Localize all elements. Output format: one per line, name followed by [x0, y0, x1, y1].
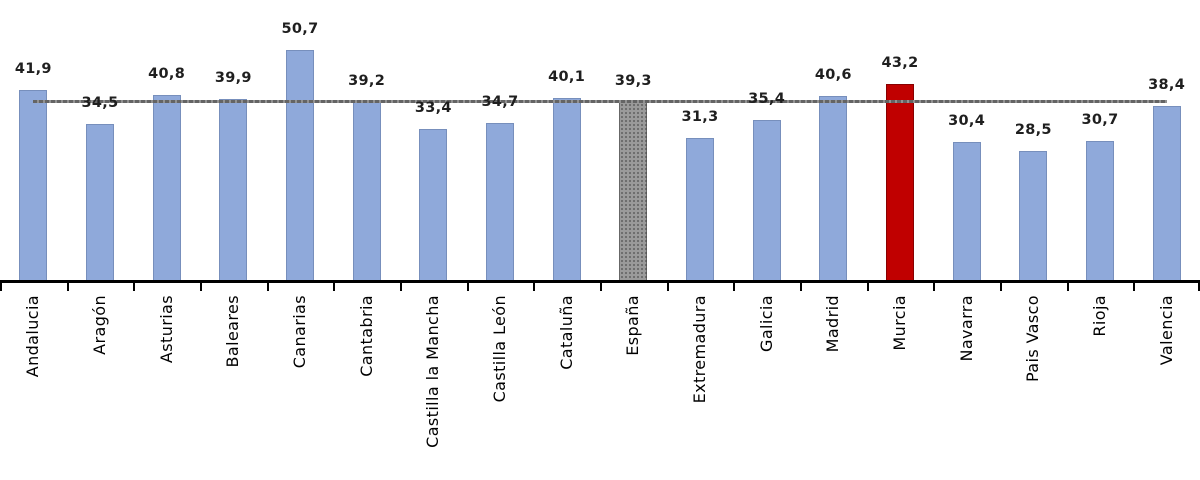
x-axis-tick [1000, 280, 1002, 291]
x-axis-tick [800, 280, 802, 291]
category-label-castilla-la-mancha: Castilla la Mancha [423, 295, 443, 448]
bar-castilla-la-mancha [419, 128, 448, 281]
x-axis-tick [666, 280, 669, 291]
bar-value-label-canarias: 50,7 [281, 20, 319, 37]
category-label-valencia: Valencia [1156, 295, 1176, 366]
x-axis-tick [1133, 280, 1136, 291]
bar-value-label-castilla-leon: 34,7 [481, 93, 519, 110]
category-label-espana: España [623, 295, 643, 356]
bar-aragon [86, 123, 114, 281]
bar-value-label-valencia: 38,4 [1148, 76, 1186, 93]
bar-extremadura [686, 138, 714, 281]
bar-value-label-pais-vasco: 28,5 [1014, 122, 1052, 139]
x-axis-tick [200, 280, 202, 291]
category-label-madrid: Madrid [823, 295, 843, 353]
x-axis-tick [933, 280, 936, 291]
x-axis-tick [1198, 280, 1200, 291]
category-label-rioja: Rioja [1090, 295, 1109, 337]
bar-value-label-navarra: 30,4 [948, 113, 986, 130]
x-axis-tick [1066, 280, 1069, 291]
bar-valencia [1152, 105, 1181, 281]
bar-castilla-leon [486, 122, 514, 281]
bar-value-label-extremadura: 31,3 [681, 109, 719, 126]
category-label-andalucia: Andalucia [23, 295, 43, 378]
bar-cataluna [552, 98, 581, 281]
bar-baleares [219, 99, 248, 281]
x-axis-tick [333, 280, 336, 291]
bar-value-label-cataluna: 40,1 [548, 69, 586, 86]
bar-galicia [752, 119, 781, 281]
x-axis-tick [400, 280, 402, 291]
bar-value-label-rioja: 30,7 [1081, 112, 1119, 129]
category-label-galicia: Galicia [756, 295, 776, 352]
reference-average-line [33, 100, 1167, 104]
bar-value-label-baleares: 39,9 [214, 70, 252, 87]
category-label-extremadura: Extremadura [690, 295, 709, 404]
bar-value-label-espana: 39,3 [614, 72, 652, 89]
category-label-cataluna: Cataluña [556, 295, 576, 370]
category-label-aragon: Aragón [90, 295, 109, 355]
bar-value-label-murcia: 43,2 [881, 55, 919, 72]
bar-value-label-aragon: 34,5 [81, 94, 119, 111]
x-axis-tick [533, 280, 536, 291]
x-axis-tick [0, 280, 2, 291]
category-label-cantabria: Cantabria [356, 295, 376, 377]
bar-value-label-andalucia: 41,9 [14, 60, 52, 77]
category-label-canarias: Canarias [290, 295, 309, 369]
bar-value-label-asturias: 40,8 [148, 65, 186, 82]
category-label-murcia: Murcia [890, 295, 909, 351]
category-label-navarra: Navarra [956, 295, 976, 362]
category-label-asturias: Asturias [156, 295, 176, 364]
category-label-baleares: Baleares [223, 295, 243, 368]
category-label-pais-vasco: Pais Vasco [1023, 295, 1043, 383]
bar-value-label-cantabria: 39,2 [348, 73, 386, 90]
bar-value-label-galicia: 35,4 [748, 90, 786, 107]
x-axis-tick [466, 280, 469, 291]
bar-value-label-madrid: 40,6 [814, 66, 852, 83]
bar-rioja [1086, 141, 1114, 281]
bar-espana [619, 101, 648, 281]
x-axis-tick [66, 280, 69, 291]
x-axis-tick [733, 280, 736, 291]
x-axis-tick [266, 280, 269, 291]
x-axis-tick [866, 280, 869, 291]
bar-cantabria [352, 102, 381, 281]
bar-navarra [952, 142, 981, 281]
x-axis-tick [600, 280, 602, 291]
bar-madrid [819, 95, 848, 281]
bar-andalucia [19, 89, 48, 281]
x-axis-tick [133, 280, 136, 291]
category-label-castilla-leon: Castilla León [490, 295, 509, 403]
bar-value-label-castilla-la-mancha: 33,4 [414, 99, 452, 116]
plot-area: 41,9 34,5 40,8 39,9 50,7 39,2 33,4 34,7 40,1 39,3… [14, 20, 1186, 281]
bar-canarias [286, 49, 314, 281]
bar-asturias [152, 94, 181, 281]
bar-murcia [886, 84, 914, 281]
bar-pais-vasco [1019, 151, 1048, 281]
